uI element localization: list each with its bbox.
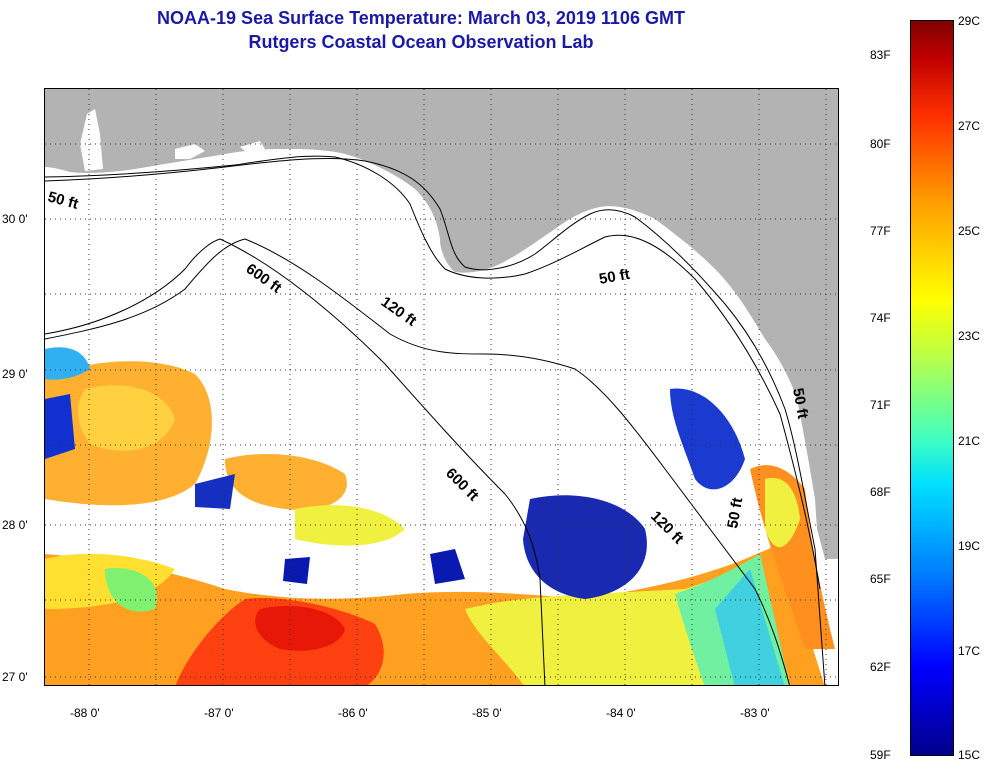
sst-mid-blue — [195, 474, 235, 509]
colorbar-c-label: 23C — [958, 329, 981, 343]
pensacola-bay — [175, 144, 205, 159]
sst-map: 50 ft 600 ft 120 ft 50 ft 600 ft 120 ft … — [44, 88, 839, 686]
lon-label-88: -88 0' — [70, 706, 100, 720]
lon-label-83: -83 0' — [740, 706, 770, 720]
colorbar-f-label: 80F — [870, 137, 891, 151]
colorbar-c-label: 17C — [958, 644, 981, 658]
mobile-bay — [80, 109, 103, 171]
sst-east-yellow — [765, 478, 800, 548]
contour-label-4: 50 ft — [598, 266, 631, 288]
colorbar-f-label: 83F — [870, 48, 891, 62]
lat-label-29: 29 0' — [2, 367, 28, 381]
depth-contours — [45, 155, 826, 685]
lat-label-30: 30 0' — [2, 212, 28, 226]
colorbar-f-label: 77F — [870, 224, 891, 238]
choctaw-bay — [240, 141, 265, 155]
lat-label-27: 27 0' — [2, 670, 28, 684]
sst-green-west — [105, 568, 157, 612]
contour-label-8: 50 ft — [789, 387, 811, 420]
colorbar-f-label: 65F — [870, 572, 891, 586]
sst-eddy-blue — [523, 495, 647, 599]
contour-label-6: 120 ft — [647, 508, 687, 548]
colorbar-c-label: 29C — [958, 14, 981, 28]
colorbar-c-label: 25C — [958, 224, 981, 238]
contour-label-3: 120 ft — [378, 293, 420, 329]
colorbar-c-label: 21C — [958, 434, 981, 448]
contour-label-2: 600 ft — [243, 260, 285, 296]
colorbar-f-label: 59F — [870, 748, 891, 762]
lat-label-28: 28 0' — [2, 518, 28, 532]
lon-label-86: -86 0' — [338, 706, 368, 720]
sst-west-cyan — [45, 347, 90, 380]
contour-600ft — [45, 155, 821, 590]
colorbar-f-label: 74F — [870, 311, 891, 325]
land-mass — [45, 89, 838, 559]
contour-50ft — [45, 158, 826, 685]
colorbar-f-label: 71F — [870, 398, 891, 412]
sst-east-blue — [670, 388, 745, 490]
lon-label-84: -84 0' — [606, 706, 636, 720]
lon-label-85: -85 0' — [472, 706, 502, 720]
colorbar-c-label: 19C — [958, 539, 981, 553]
colorbar-c-label: 27C — [958, 119, 981, 133]
sst-eddy-blue2 — [283, 557, 310, 584]
sst-mid-patch — [225, 454, 347, 510]
temperature-colorbar — [910, 20, 954, 756]
sst-eddy-blue3 — [430, 549, 465, 584]
sst-red-patch — [255, 605, 345, 651]
contour-label-7: 50 ft — [724, 496, 746, 529]
contour-label-5: 600 ft — [442, 465, 482, 505]
colorbar-f-label: 62F — [870, 660, 891, 674]
contour-label-1: 50 ft — [46, 188, 80, 212]
map-subtitle: Rutgers Coastal Ocean Observation Lab — [248, 32, 594, 52]
contour-120ft — [45, 238, 790, 685]
colorbar-c-label: 15C — [958, 748, 981, 762]
sst-west-blue — [45, 394, 75, 459]
contour-600ft-2 — [45, 238, 546, 685]
lon-label-87: -87 0' — [204, 706, 234, 720]
sst-data-layer — [45, 95, 835, 685]
sst-west-yellow — [78, 385, 175, 451]
sst-cyan-east — [715, 569, 785, 685]
map-canvas: 50 ft 600 ft 120 ft 50 ft 600 ft 120 ft … — [45, 89, 838, 685]
colorbar-f-label: 68F — [870, 485, 891, 499]
map-title: NOAA-19 Sea Surface Temperature: March 0… — [157, 8, 685, 28]
